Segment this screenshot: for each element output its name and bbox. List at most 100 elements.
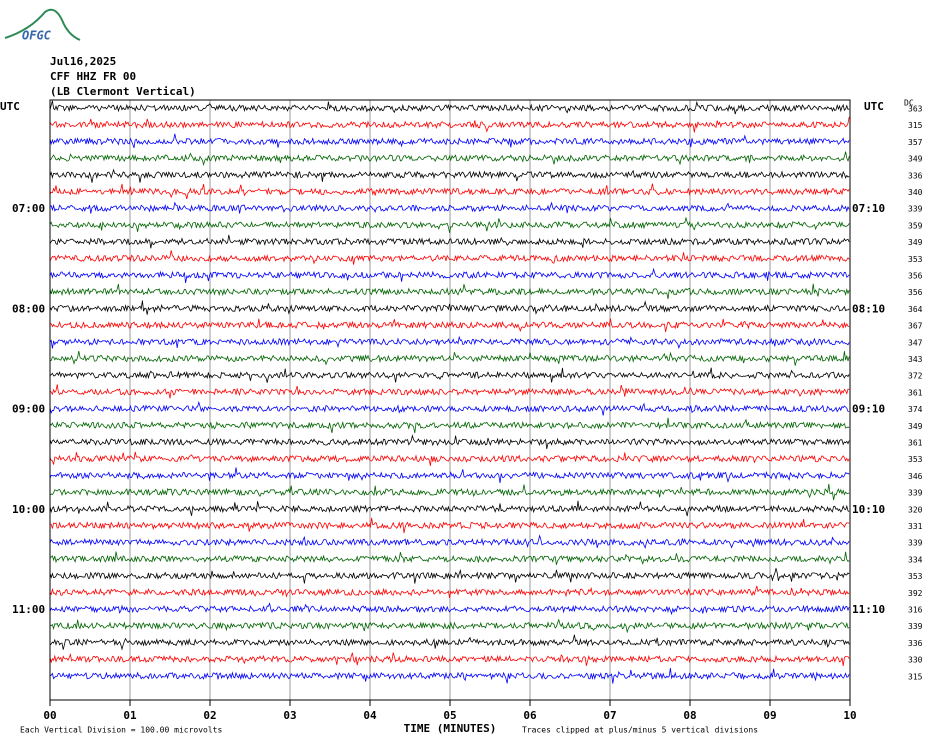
- trace: [49, 216, 850, 233]
- x-tick-label: 06: [523, 709, 537, 722]
- trace: [49, 467, 850, 484]
- trace: [49, 267, 850, 284]
- left-time-label: 08:00: [12, 302, 45, 315]
- trace: [49, 484, 850, 501]
- dc-value: 339: [908, 539, 923, 548]
- dc-value: 353: [908, 572, 923, 581]
- trace: [49, 234, 850, 249]
- dc-value: 361: [908, 388, 923, 397]
- dc-value: 339: [908, 622, 923, 631]
- x-tick-label: 10: [843, 709, 856, 722]
- dc-value: 364: [908, 305, 923, 314]
- trace: [49, 201, 850, 214]
- x-tick-label: 09: [763, 709, 776, 722]
- logo: OFGC: [22, 29, 52, 43]
- trace: [49, 500, 850, 517]
- dc-value: 316: [908, 606, 923, 615]
- x-tick-label: 01: [123, 709, 137, 722]
- left-time-label: 07:00: [12, 202, 45, 215]
- dc-value: 315: [908, 121, 923, 130]
- trace: [49, 300, 850, 315]
- dc-value: 367: [908, 322, 923, 331]
- x-tick-label: 04: [363, 709, 377, 722]
- footer-scale: Each Vertical Division = 100.00 microvol…: [20, 726, 222, 735]
- dc-value: 353: [908, 255, 923, 264]
- trace: [49, 100, 850, 115]
- left-axis-title: UTC: [0, 100, 20, 113]
- trace: [49, 116, 850, 133]
- trace: [49, 183, 850, 200]
- trace: [49, 133, 850, 149]
- trace: [49, 351, 850, 366]
- dc-value: 334: [908, 555, 923, 564]
- date: Jul16,2025: [50, 55, 116, 68]
- dc-value: 336: [908, 171, 923, 180]
- dc-value: 363: [908, 105, 923, 114]
- trace: [49, 585, 850, 598]
- dc-value: 357: [908, 138, 923, 147]
- trace: [49, 168, 850, 183]
- left-time-label: 09:00: [12, 403, 45, 416]
- x-tick-label: 08: [683, 709, 696, 722]
- dc-value: 331: [908, 522, 923, 531]
- location: (LB Clermont Vertical): [50, 85, 196, 98]
- dc-value: 356: [908, 272, 923, 281]
- dc-value: 372: [908, 372, 923, 381]
- dc-value: 356: [908, 288, 923, 297]
- right-time-label: 10:10: [852, 503, 885, 516]
- trace: [49, 667, 850, 684]
- trace: [49, 634, 850, 651]
- trace: [49, 318, 850, 333]
- plot: [49, 100, 851, 700]
- station: CFF HHZ FR 00: [50, 70, 136, 83]
- dc-value: 330: [908, 656, 923, 665]
- trace: [49, 283, 850, 299]
- right-time-label: 08:10: [852, 302, 885, 315]
- plot-frame: [49, 99, 851, 701]
- dc-value: 347: [908, 338, 923, 347]
- trace: [49, 367, 850, 383]
- trace: [49, 250, 850, 265]
- dc-value: 339: [908, 205, 923, 214]
- dc-value: 339: [908, 489, 923, 498]
- dc-value: 359: [908, 221, 923, 230]
- right-time-label: 09:10: [852, 403, 885, 416]
- dc-title: DC: [904, 99, 914, 108]
- trace: [49, 568, 850, 584]
- x-axis-title: TIME (MINUTES): [404, 722, 497, 735]
- trace: [49, 400, 850, 416]
- left-time-label: 10:00: [12, 503, 45, 516]
- trace: [49, 602, 850, 616]
- trace: [49, 451, 850, 466]
- dc-value: 392: [908, 589, 923, 598]
- dc-value: 346: [908, 472, 923, 481]
- trace: [49, 652, 850, 666]
- right-axis-title: UTC: [864, 100, 884, 113]
- trace: [49, 434, 850, 449]
- dc-value: 340: [908, 188, 923, 197]
- dc-value: 349: [908, 155, 923, 164]
- x-tick-label: 02: [203, 709, 216, 722]
- dc-value: 336: [908, 639, 923, 648]
- trace: [49, 517, 850, 534]
- x-tick-label: 07: [603, 709, 616, 722]
- dc-value: 349: [908, 238, 923, 247]
- dc-value: 349: [908, 422, 923, 431]
- left-time-label: 11:00: [12, 603, 45, 616]
- dc-value: 374: [908, 405, 923, 414]
- footer-note: Traces clipped at plus/minus 5 vertical …: [522, 726, 758, 735]
- dc-value: 361: [908, 439, 923, 448]
- dc-value: 343: [908, 355, 923, 364]
- right-time-label: 11:10: [852, 603, 885, 616]
- x-tick-label: 00: [43, 709, 56, 722]
- logo-mark: [4, 8, 81, 41]
- dc-value: 353: [908, 455, 923, 464]
- trace: [49, 335, 850, 350]
- trace: [49, 551, 850, 565]
- trace: [49, 151, 850, 167]
- x-tick-label: 03: [283, 709, 296, 722]
- dc-value: 320: [908, 505, 923, 514]
- right-time-label: 07:10: [852, 202, 885, 215]
- dc-value: 315: [908, 672, 923, 681]
